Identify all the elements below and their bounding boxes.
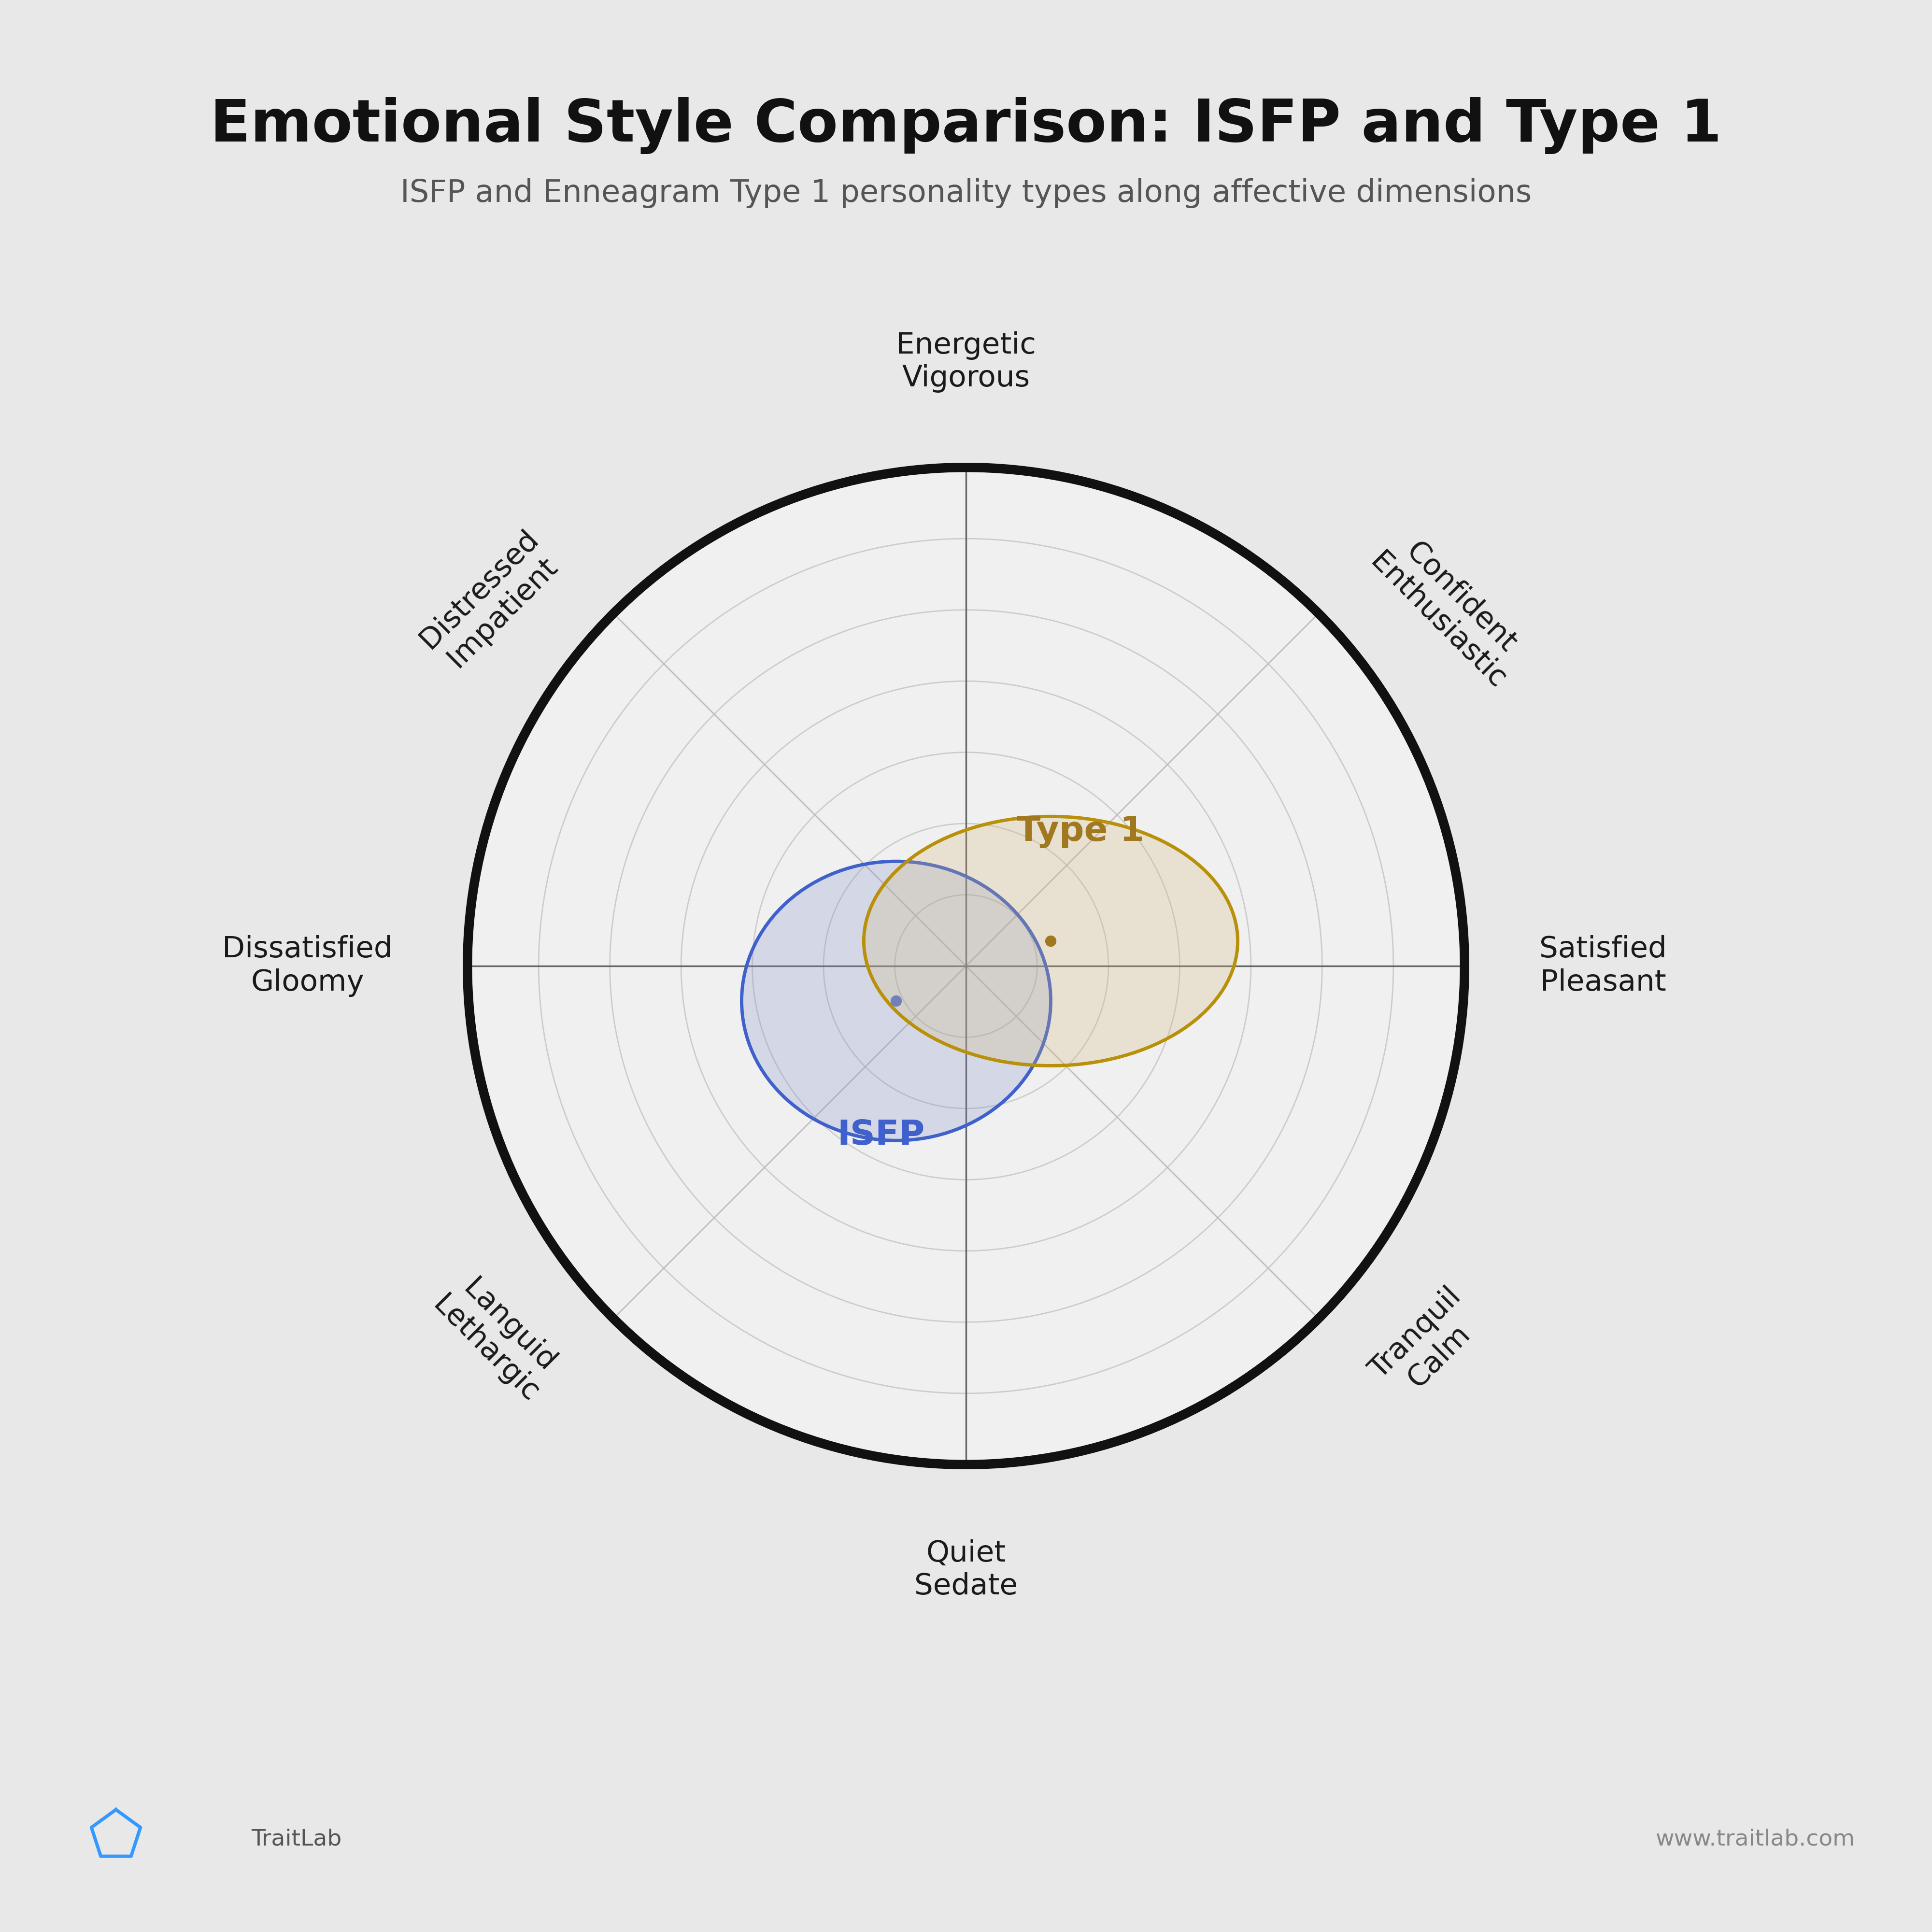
Text: ISFP: ISFP bbox=[837, 1119, 925, 1151]
Text: ISFP and Enneagram Type 1 personality types along affective dimensions: ISFP and Enneagram Type 1 personality ty… bbox=[400, 178, 1532, 209]
Text: Distressed
Impatient: Distressed Impatient bbox=[415, 524, 568, 678]
Text: www.traitlab.com: www.traitlab.com bbox=[1656, 1828, 1855, 1851]
Text: TraitLab: TraitLab bbox=[251, 1828, 342, 1851]
Text: Energetic
Vigorous: Energetic Vigorous bbox=[896, 330, 1036, 392]
Ellipse shape bbox=[742, 862, 1051, 1140]
Text: Satisfied
Pleasant: Satisfied Pleasant bbox=[1540, 935, 1667, 997]
Text: Dissatisfied
Gloomy: Dissatisfied Gloomy bbox=[222, 935, 392, 997]
Text: Languid
Lethargic: Languid Lethargic bbox=[427, 1267, 568, 1408]
Ellipse shape bbox=[864, 817, 1238, 1066]
Point bbox=[1036, 925, 1066, 956]
Text: Tranquil
Calm: Tranquil Calm bbox=[1364, 1283, 1490, 1408]
Circle shape bbox=[468, 468, 1464, 1464]
Text: Confident
Enthusiastic: Confident Enthusiastic bbox=[1364, 524, 1534, 694]
Text: Type 1: Type 1 bbox=[1016, 815, 1144, 848]
Point bbox=[881, 985, 912, 1016]
Text: Emotional Style Comparison: ISFP and Type 1: Emotional Style Comparison: ISFP and Typ… bbox=[211, 97, 1721, 155]
Text: Quiet
Sedate: Quiet Sedate bbox=[914, 1540, 1018, 1602]
